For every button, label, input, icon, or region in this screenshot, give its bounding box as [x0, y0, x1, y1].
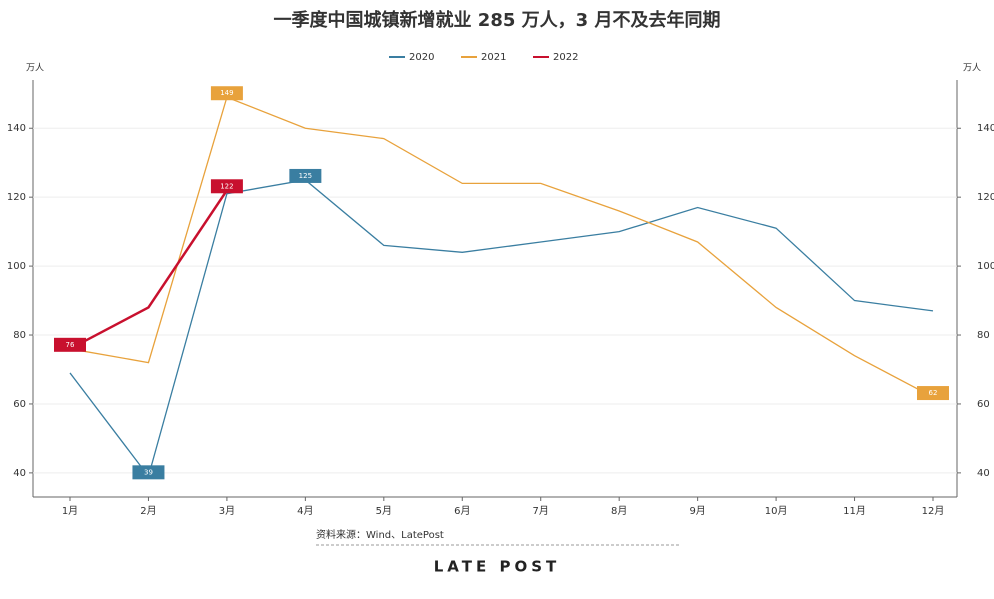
y-tick-label: 40: [13, 468, 26, 479]
x-tick-label: 7月: [533, 505, 549, 517]
data-label-box: [917, 386, 949, 401]
y2-axis-label: 万人: [963, 63, 981, 74]
y2-tick-label: 100: [977, 261, 994, 272]
y2-tick-label: 40: [977, 468, 990, 479]
data-label: 122: [220, 182, 233, 190]
x-tick-label: 11月: [843, 505, 866, 517]
x-tick-label: 12月: [922, 505, 945, 517]
legend-label: 2020: [409, 52, 434, 63]
x-tick-label: 4月: [297, 505, 313, 517]
x-tick-label: 2月: [140, 505, 156, 517]
logo: LATE POST: [434, 558, 560, 576]
data-label: 76: [66, 341, 75, 349]
x-tick-label: 3月: [219, 505, 235, 517]
data-label-box: [289, 168, 322, 183]
legend-label: 2022: [553, 52, 578, 63]
series-line: [69, 189, 228, 350]
y2-tick-label: 60: [977, 399, 990, 410]
x-tick-label: 5月: [376, 505, 392, 517]
chart-title: 一季度中国城镇新增就业 285 万人，3 月不及去年同期: [274, 9, 721, 31]
y-tick-label: 80: [13, 330, 26, 341]
data-label: 149: [220, 89, 233, 97]
y2-tick-label: 120: [977, 192, 994, 203]
x-tick-label: 9月: [689, 505, 705, 517]
x-tick-label: 8月: [611, 505, 627, 517]
series-line: [69, 96, 934, 398]
data-label-box: [54, 337, 86, 352]
y-axis-label: 万人: [26, 63, 44, 74]
data-label: 62: [929, 389, 938, 397]
y2-tick-label: 140: [977, 123, 994, 134]
y-tick-label: 140: [7, 123, 26, 134]
y2-tick-label: 80: [977, 330, 990, 341]
data-label-box: [210, 86, 243, 101]
data-label: 39: [144, 468, 153, 476]
series-line: [69, 179, 934, 478]
y-tick-label: 60: [13, 399, 26, 410]
y-tick-label: 120: [7, 192, 26, 203]
y-tick-label: 100: [7, 261, 26, 272]
data-label-box: [132, 465, 165, 480]
x-tick-label: 1月: [62, 505, 78, 517]
x-tick-label: 6月: [454, 505, 470, 517]
legend-label: 2021: [481, 52, 506, 63]
x-tick-label: 10月: [765, 505, 788, 517]
data-label: 125: [299, 172, 312, 180]
data-label-box: [210, 179, 243, 194]
source-note: 资料来源：Wind、LatePost: [316, 528, 444, 541]
